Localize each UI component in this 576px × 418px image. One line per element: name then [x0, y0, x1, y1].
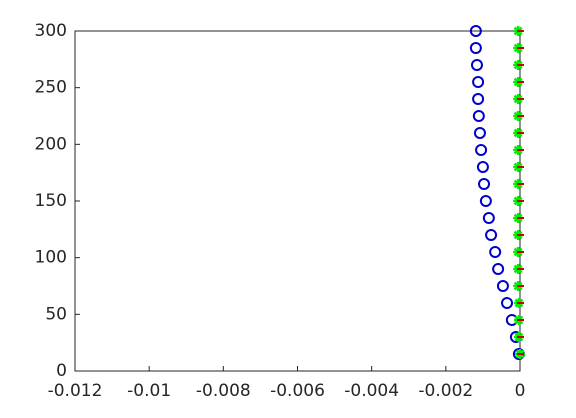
marker — [501, 297, 514, 309]
marker — [469, 42, 482, 54]
marker — [478, 178, 491, 190]
x-tick-label: -0.01 — [127, 381, 171, 401]
y-tick-label: 100 — [35, 248, 67, 268]
y-tick-label: 150 — [35, 191, 67, 211]
x-tick-label: -0.006 — [270, 381, 325, 401]
marker — [472, 110, 485, 122]
marker — [475, 144, 488, 156]
x-tick-label: -0.008 — [196, 381, 251, 401]
marker — [476, 161, 489, 173]
marker — [470, 59, 483, 71]
marker — [485, 229, 498, 241]
x-tick-label: -0.004 — [344, 381, 399, 401]
marker — [489, 246, 502, 258]
x-tick-label: -0.012 — [48, 381, 103, 401]
marker — [469, 25, 482, 37]
y-tick-label: 200 — [35, 134, 67, 154]
x-tick-label: 0 — [515, 381, 526, 401]
plot-area — [74, 30, 521, 372]
marker — [479, 195, 492, 207]
y-tick-label: 0 — [56, 361, 67, 381]
marker — [492, 263, 505, 275]
marker — [496, 280, 509, 292]
x-tick-label: -0.002 — [418, 381, 473, 401]
y-tick-label: 250 — [35, 78, 67, 98]
y-tick-label: 300 — [35, 21, 67, 41]
marker — [472, 93, 485, 105]
marker — [482, 212, 495, 224]
y-tick-label: 50 — [45, 304, 67, 324]
marker — [473, 127, 486, 139]
marker — [472, 76, 485, 88]
